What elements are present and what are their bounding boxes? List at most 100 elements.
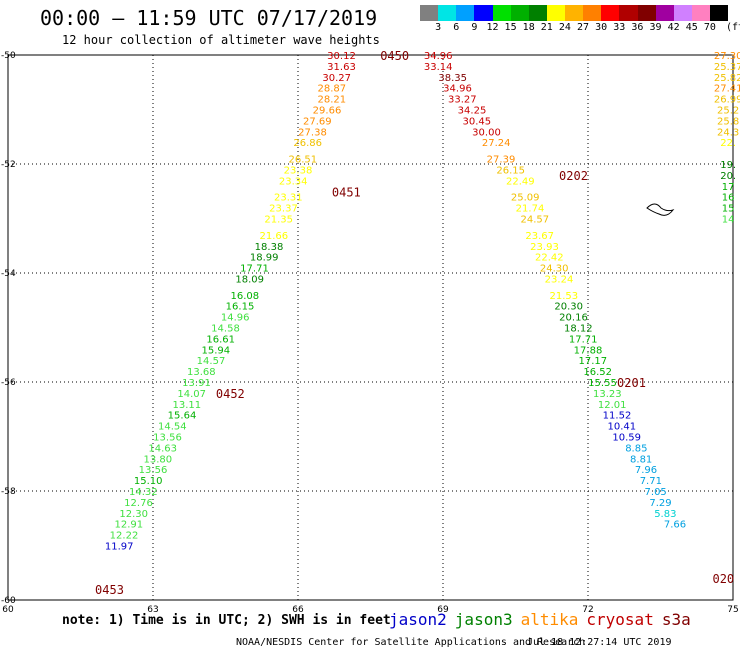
wave-height-label: 23.31: [274, 193, 303, 204]
wave-height-label: 15.55: [588, 378, 617, 389]
wave-height-label: 28.87: [318, 84, 347, 95]
wave-height-label: 16.08: [231, 291, 260, 302]
scale-swatch: [655, 5, 674, 21]
wave-height-label: 12.91: [115, 520, 144, 531]
wave-height-label: 33.27: [448, 95, 477, 106]
wave-height-label: 21.74: [516, 204, 545, 215]
wave-height-label: 24.3: [717, 127, 739, 138]
wave-height-label: 22.49: [506, 176, 535, 187]
wave-height-label: 33.14: [424, 62, 453, 73]
wave-height-label: 20.30: [554, 302, 583, 313]
wave-height-label: 23.93: [530, 242, 559, 253]
wave-height-label: 16.52: [583, 367, 612, 378]
x-tick-label: 69: [437, 605, 449, 615]
scale-swatch: [456, 5, 475, 21]
satellite-legend-item: s3a: [661, 610, 691, 629]
wave-height-label: 20.: [720, 171, 736, 182]
wave-height-label: 13.23: [593, 389, 622, 400]
wave-height-label: 16.15: [226, 302, 255, 313]
scale-swatch: [601, 5, 620, 21]
satellite-legend: jason2 jason3 altika cryosat s3a: [389, 610, 699, 629]
wave-height-label: 20.16: [559, 313, 588, 324]
wave-height-label: 38.35: [438, 73, 467, 84]
track-time-label: 0452: [216, 387, 245, 401]
wave-height-label: 25.09: [511, 193, 540, 204]
scale-swatch: [691, 5, 710, 21]
wave-height-label: 25.82: [714, 73, 740, 84]
wave-height-label: 23.67: [525, 231, 554, 242]
wave-height-label: 18.09: [235, 274, 264, 285]
credit-line: NOAA/NESDIS Center for Satellite Applica…: [236, 637, 586, 648]
wave-height-label: 27.24: [482, 138, 511, 149]
wave-height-label: 13.80: [144, 454, 173, 465]
wave-height-label: 17.71: [240, 264, 269, 275]
x-tick-label: 72: [582, 605, 593, 615]
wave-height-label: 15.94: [202, 345, 231, 356]
wave-height-label: 23.37: [269, 204, 298, 215]
scale-unit: (ft): [725, 22, 740, 33]
scale-swatch: [510, 5, 529, 21]
wave-height-label: 13.91: [182, 378, 211, 389]
wave-height-label: 11.52: [603, 411, 632, 422]
scale-swatch: [565, 5, 584, 21]
wave-height-label: 28.21: [318, 95, 347, 106]
wave-height-label: 21.66: [260, 231, 289, 242]
wave-height-label: 24.57: [521, 215, 550, 226]
scale-label: 24: [558, 22, 571, 33]
wave-height-label: 13.56: [153, 433, 182, 444]
scale-label: 15: [504, 22, 517, 33]
y-tick-label: -60: [1, 596, 16, 606]
wave-height-label: 34.25: [458, 106, 487, 117]
wave-height-label: 16: [722, 193, 735, 204]
scale-swatch: [492, 5, 511, 21]
track-time-label: 0202: [559, 169, 588, 183]
wave-height-label: 12.01: [598, 400, 627, 411]
chart-subtitle: 12 hour collection of altimeter wave hei…: [62, 33, 380, 47]
wave-height-label: 7.05: [645, 487, 667, 498]
scale-label: 27: [577, 22, 590, 33]
scale-label: 70: [703, 22, 716, 33]
satellite-legend-item: cryosat: [586, 610, 654, 629]
wave-height-label: 22.42: [535, 253, 564, 264]
y-tick-label: -54: [1, 269, 16, 279]
wave-height-label: 19.: [720, 160, 736, 171]
wave-height-label: 25.37: [714, 62, 740, 73]
scale-label: 12: [486, 22, 499, 33]
wave-height-label: 29.66: [313, 106, 342, 117]
wave-height-label: 17.17: [579, 356, 608, 367]
wave-height-label: 23.24: [545, 274, 574, 285]
wave-height-label: 15.10: [134, 476, 163, 487]
wave-height-label: 15.64: [168, 411, 197, 422]
scale-label: 30: [595, 22, 608, 33]
wave-height-label: 26.86: [293, 138, 322, 149]
wave-height-label: 14.57: [197, 356, 226, 367]
wave-height-label: 18.12: [564, 324, 593, 335]
color-scale-bar: [420, 5, 729, 21]
scale-label: 33: [613, 22, 626, 33]
wave-height-label: 13.68: [187, 367, 216, 378]
wave-height-label: 7.71: [640, 476, 662, 487]
wave-height-label: 23.38: [284, 165, 313, 176]
wave-height-label: 15: [722, 204, 735, 215]
satellite-legend-item: jason3: [454, 610, 513, 629]
scale-swatch: [474, 5, 493, 21]
track-time-label: 0450: [380, 49, 409, 63]
wave-height-label: 34.96: [424, 51, 453, 62]
wave-height-label: 21.35: [264, 215, 293, 226]
page-title: 00:00 – 11:59 UTC 07/17/2019: [40, 6, 378, 30]
track-time-label: 020: [712, 572, 734, 586]
wave-height-label: 25.8: [717, 116, 739, 127]
footnote: note: 1) Time is in UTC; 2) SWH is in fe…: [62, 613, 391, 628]
wave-height-label: 27.41: [714, 84, 740, 95]
wave-height-label: 14.07: [177, 389, 206, 400]
wave-height-label: 5.83: [654, 509, 676, 520]
plot-frame: [7, 54, 734, 601]
wave-height-label: 27.39: [487, 155, 516, 166]
wave-height-label: 7.96: [635, 465, 657, 476]
scale-swatch: [420, 5, 439, 21]
scale-label: 6: [453, 22, 460, 33]
wave-height-label: 13.11: [173, 400, 202, 411]
x-tick-label: 66: [292, 605, 304, 615]
scale-label: 39: [649, 22, 662, 33]
